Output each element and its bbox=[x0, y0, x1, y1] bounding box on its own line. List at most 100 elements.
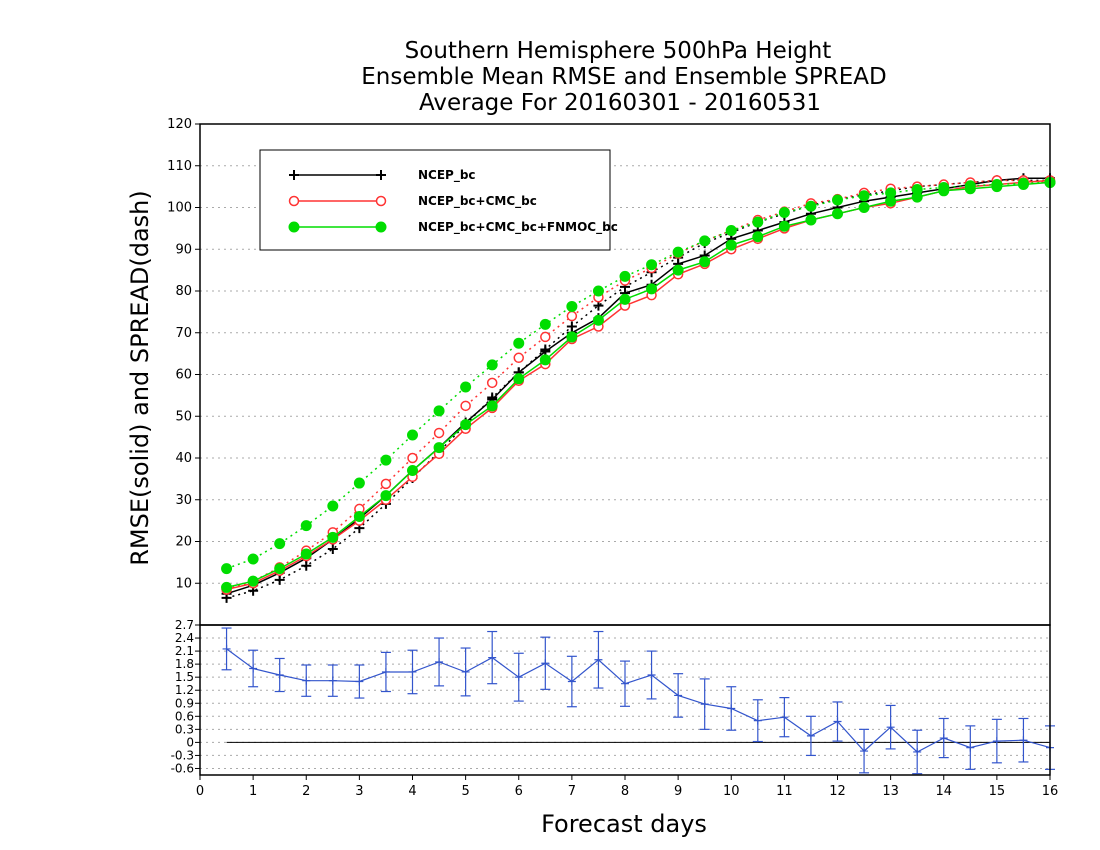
difference-point bbox=[753, 716, 762, 725]
bottom-y-tick-label: 1.8 bbox=[175, 657, 194, 671]
top-y-tick-label: 30 bbox=[175, 493, 192, 508]
difference-point bbox=[700, 700, 709, 709]
series-3 bbox=[221, 176, 1056, 593]
rmse-point bbox=[460, 419, 472, 431]
top-y-tick-label: 40 bbox=[175, 451, 192, 466]
x-tick-label: 16 bbox=[1042, 784, 1059, 799]
difference-point bbox=[727, 704, 736, 713]
bottom-panel-grid bbox=[200, 637, 1050, 769]
rmse-point bbox=[353, 510, 365, 522]
title-line-1: Southern Hemisphere 500hPa Height bbox=[405, 38, 832, 64]
spread-point bbox=[460, 400, 471, 412]
spread-point bbox=[832, 194, 843, 206]
spread-point bbox=[327, 500, 339, 512]
spread-point bbox=[566, 300, 578, 312]
difference-point bbox=[674, 691, 683, 700]
spread-point bbox=[221, 563, 233, 575]
rmse-point bbox=[407, 465, 418, 477]
bottom-y-tick-label: 2.4 bbox=[175, 631, 194, 645]
difference-point bbox=[992, 737, 1001, 746]
difference-point bbox=[1019, 736, 1028, 745]
spread-point bbox=[858, 190, 870, 202]
rmse-point bbox=[1017, 179, 1029, 191]
legend-marker bbox=[288, 195, 300, 207]
spread-point bbox=[805, 200, 817, 212]
title-line-2: Ensemble Mean RMSE and Ensemble SPREAD bbox=[361, 64, 886, 90]
legend: NCEP_bc NCEP_bc+CMC_bc NCEP_bc+CMC_bc+FNMO… bbox=[259, 149, 618, 251]
difference-point bbox=[621, 679, 629, 688]
difference-point bbox=[886, 723, 895, 732]
x-tick-label: 4 bbox=[408, 784, 416, 799]
x-tick-label: 10 bbox=[723, 784, 740, 799]
spread-point bbox=[592, 285, 604, 297]
top-y-tick-label: 10 bbox=[175, 576, 192, 591]
difference-series bbox=[221, 627, 1055, 775]
title-line-3: Average For 20160301 - 20160531 bbox=[419, 90, 821, 116]
difference-line bbox=[226, 648, 1051, 753]
bottom-panel-y-ticks: 2.72.42.11.81.51.20.90.60.30-0.3-0.6 bbox=[171, 618, 200, 775]
difference-point bbox=[860, 747, 869, 756]
difference-point bbox=[408, 667, 417, 676]
rmse-point bbox=[805, 214, 817, 226]
legend-label: NCEP_bc bbox=[418, 168, 476, 183]
difference-point bbox=[833, 717, 842, 726]
x-axis-label: Forecast days bbox=[541, 810, 707, 838]
spread-point bbox=[433, 405, 445, 417]
spread-point bbox=[353, 477, 365, 489]
bottom-y-tick-label: 0.3 bbox=[175, 722, 194, 736]
spread-point bbox=[380, 478, 392, 490]
rmse-point bbox=[832, 208, 843, 220]
legend-label: NCEP_bc+CMC_bc+FNMOC_bc bbox=[418, 220, 618, 235]
spread-point bbox=[460, 381, 472, 393]
rmse-point bbox=[725, 239, 737, 251]
top-y-tick-label: 120 bbox=[167, 117, 192, 132]
rmse-point bbox=[778, 220, 790, 232]
spread-point bbox=[407, 452, 418, 464]
spread-line bbox=[226, 179, 1051, 591]
x-tick-label: 15 bbox=[989, 784, 1006, 799]
spread-point bbox=[566, 310, 578, 322]
top-y-tick-label: 80 bbox=[175, 284, 192, 299]
spread-point bbox=[407, 429, 418, 441]
legend-marker bbox=[376, 170, 386, 180]
top-y-tick-label: 20 bbox=[175, 535, 192, 550]
rmse-point bbox=[380, 490, 392, 502]
x-axis-ticks: 0 1 2 3 4 5 6 7 8 9 10 11 12 13 14 15 16 bbox=[196, 775, 1058, 799]
bottom-y-tick-label: 2.1 bbox=[175, 644, 194, 658]
x-tick-label: 9 bbox=[674, 784, 682, 799]
legend-marker bbox=[375, 195, 387, 207]
spread-point bbox=[513, 337, 525, 349]
spread-point bbox=[725, 224, 737, 236]
rmse-point bbox=[646, 283, 658, 295]
y-axis-label: RMSE(solid) and SPREAD(dash) bbox=[126, 190, 154, 566]
rmse-point bbox=[672, 264, 684, 276]
rmse-point bbox=[911, 191, 923, 203]
spread-point bbox=[247, 553, 259, 565]
x-tick-label: 6 bbox=[515, 784, 523, 799]
x-tick-label: 5 bbox=[461, 784, 469, 799]
x-tick-label: 11 bbox=[776, 784, 793, 799]
rmse-point bbox=[592, 314, 604, 326]
legend-marker bbox=[288, 221, 300, 233]
rmse-point bbox=[300, 548, 312, 560]
difference-point bbox=[275, 671, 284, 679]
rmse-point bbox=[885, 195, 897, 207]
spread-point bbox=[778, 207, 790, 219]
spread-point bbox=[433, 427, 445, 439]
rmse-point bbox=[247, 575, 259, 587]
difference-point bbox=[594, 655, 603, 664]
rmse-point bbox=[964, 183, 976, 195]
difference-point bbox=[435, 657, 444, 666]
difference-point bbox=[806, 731, 815, 740]
spread-point bbox=[513, 352, 524, 364]
difference-point bbox=[567, 677, 576, 686]
x-tick-label: 3 bbox=[355, 784, 363, 799]
top-panel-y-ticks: 10 20 30 40 50 60 70 80 90 100 110 120 bbox=[167, 117, 200, 591]
difference-point bbox=[780, 713, 789, 722]
bottom-y-tick-label: 1.5 bbox=[175, 670, 194, 684]
x-tick-label: 2 bbox=[302, 784, 310, 799]
legend-box bbox=[259, 149, 611, 251]
top-y-tick-label: 100 bbox=[167, 201, 192, 216]
spread-point bbox=[672, 246, 684, 258]
